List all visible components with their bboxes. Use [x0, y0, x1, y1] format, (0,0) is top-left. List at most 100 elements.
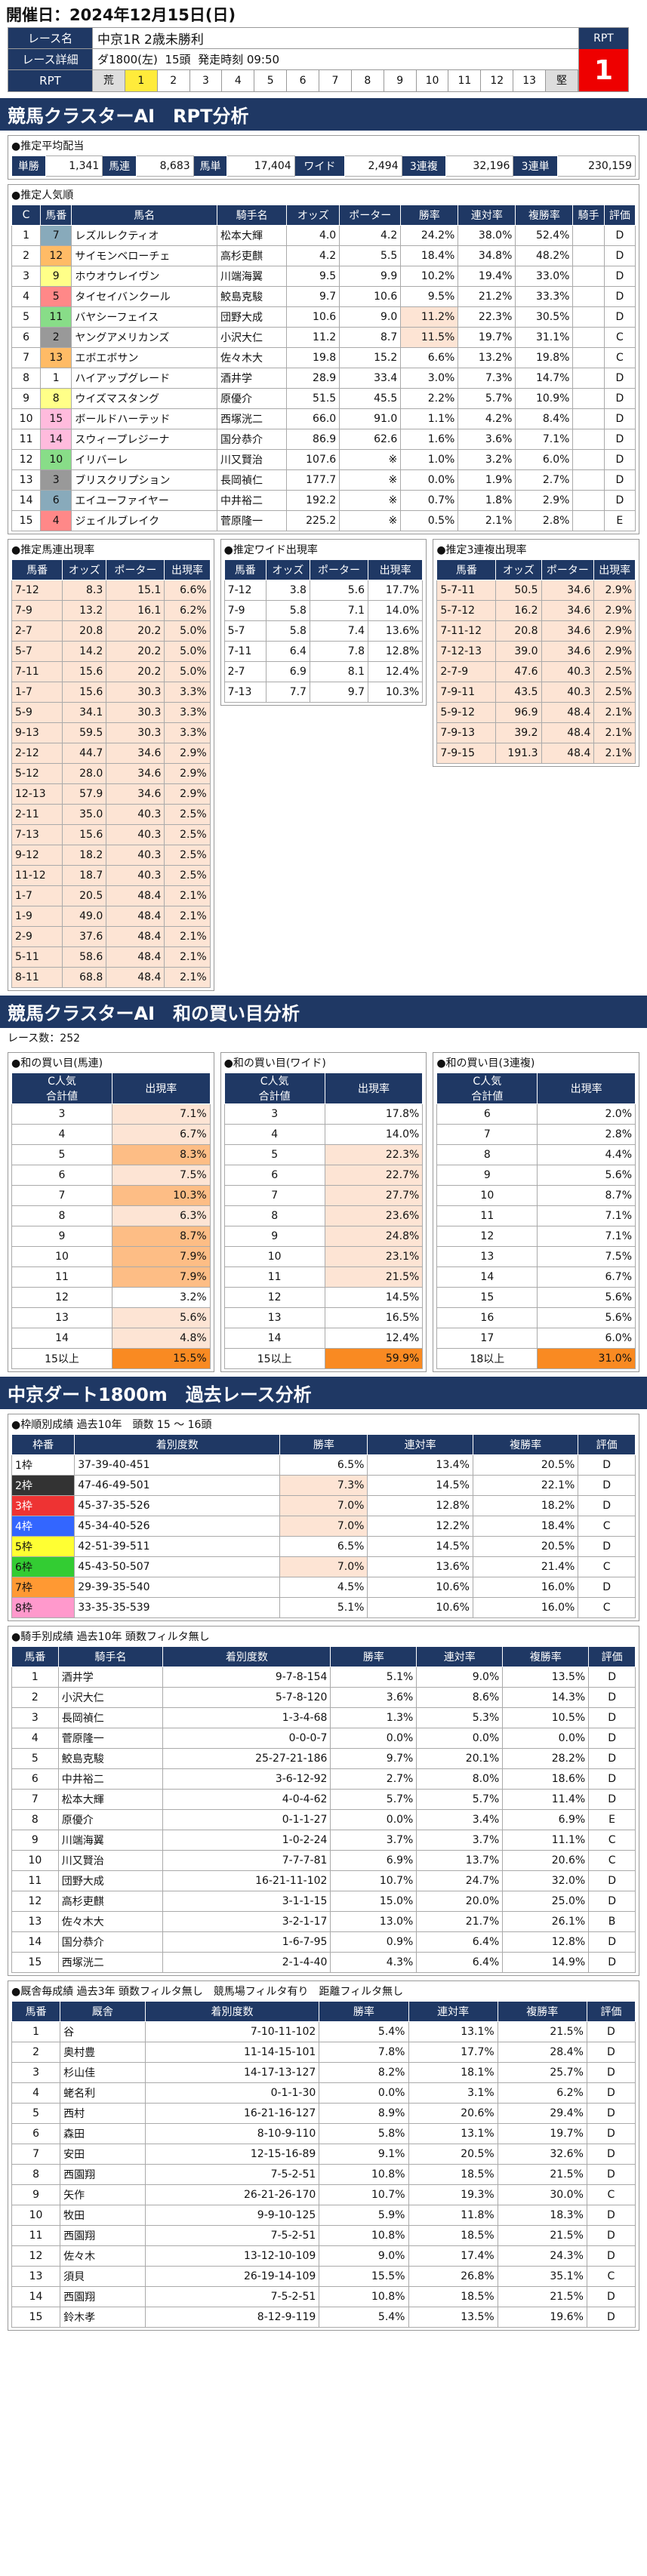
table-cell: 西園翔	[60, 2225, 146, 2246]
table-row: 8-11 68.8 48.4 2.1%	[11, 967, 211, 988]
table-cell: 8.1	[309, 661, 369, 682]
table-cell: 長岡禎仁	[216, 469, 288, 491]
table-row: 16 5.6%	[436, 1307, 636, 1328]
table-cell: 3.8	[265, 580, 310, 601]
table-row: 7-13 15.6 40.3 2.5%	[11, 824, 211, 845]
table-cell: 10	[223, 1246, 325, 1267]
table-row: 13 16.5%	[223, 1307, 424, 1328]
table-row: 12 3.2%	[11, 1287, 211, 1308]
table-header-row: C人気 合計値 出現率	[436, 1073, 636, 1104]
table-cell: 0-0-0-7	[162, 1728, 331, 1749]
table-cell: 9.5%	[400, 286, 459, 307]
table-cell: 38.0%	[458, 225, 516, 246]
table-cell: 9.9	[339, 266, 402, 287]
column-header: 着別度数	[74, 1434, 281, 1455]
table-cell: 杉山佳	[60, 2062, 146, 2083]
table-cell: 5.6%	[537, 1165, 636, 1186]
table-cell: 52.4%	[515, 225, 574, 246]
table-row: 5 11 バヤシーフェイス 団野大成 10.6 9.0 11.2% 22.3% 30.5% D	[11, 306, 636, 328]
table-cell: 7.1%	[537, 1226, 636, 1247]
table-cell: 15.6	[62, 824, 107, 845]
table-row: 7-11 6.4 7.8 12.8%	[223, 641, 424, 662]
table-cell: 13.7%	[416, 1850, 504, 1871]
table-row: 11-12 18.7 40.3 2.5%	[11, 865, 211, 886]
table-cell: C	[578, 1597, 636, 1618]
table-cell: 西村	[60, 2103, 146, 2124]
table-cell: 10	[11, 408, 42, 429]
table-row: 6 2.0%	[436, 1103, 636, 1125]
table-cell: 29-39-35-540	[74, 1577, 281, 1598]
table-cell: 11-12	[11, 865, 63, 886]
trio-panel: ●推定3連複出現率 馬番 オッズ ポーター 出現率 5-7-11 50.5 34.6 2.9% 5…	[433, 539, 640, 767]
table-cell: 6	[40, 490, 72, 511]
table-row: 7-9-11 43.5 40.3 2.5%	[436, 682, 636, 703]
table-cell: 7-13	[11, 824, 63, 845]
table-row: 9 24.8%	[223, 1226, 424, 1247]
table-cell: 18.1%	[408, 2062, 498, 2083]
event-date: 開催日：2024年12月15日(日)	[6, 6, 236, 24]
table-header-row: C人気 合計値 出現率	[11, 1073, 211, 1104]
table-cell: 3-2-1-17	[162, 1911, 331, 1932]
table-cell: 7.0%	[279, 1556, 368, 1577]
table-cell: 3枠	[11, 1495, 75, 1516]
column-header: 連対率	[367, 1434, 473, 1455]
table-cell: 9	[11, 1226, 112, 1247]
table-cell: 12.8%	[368, 641, 424, 662]
table-cell: 13	[11, 2266, 61, 2287]
table-cell	[572, 388, 605, 409]
rpt-scale-cell: 1	[125, 70, 158, 91]
table-cell: 10.2%	[400, 266, 459, 287]
table-cell: 5-9	[11, 702, 63, 723]
table-cell: 32.0%	[502, 1870, 590, 1891]
table-row: 7枠 29-39-35-540 4.5% 10.6% 16.0% D	[11, 1577, 636, 1598]
table-cell: 48.4	[106, 885, 165, 906]
race-start: 発走時刻 09:50	[198, 53, 280, 66]
race-name-label: レース名	[8, 27, 93, 49]
table-cell: 3.7%	[416, 1830, 504, 1851]
table-row: 3 17.8%	[223, 1103, 424, 1125]
table-cell: 7枠	[11, 1577, 75, 1598]
table-cell: 3.6%	[330, 1687, 417, 1708]
table-row: 9 矢作 26-21-26-170 10.7% 19.3% 30.0% C	[11, 2184, 636, 2205]
table-cell: 10.7%	[330, 1870, 417, 1891]
table-row: 10 牧田 9-9-10-125 5.9% 11.8% 18.3% D	[11, 2205, 636, 2226]
table-cell: 0.0%	[400, 469, 459, 491]
table-cell: 4.5%	[279, 1577, 368, 1598]
table-cell: 13-12-10-109	[144, 2245, 320, 2267]
table-cell: D	[588, 1789, 636, 1810]
table-cell: 西塚洸二	[57, 1952, 164, 1973]
table-cell: 7.8%	[319, 2042, 409, 2063]
table-cell: バヤシーフェイス	[71, 306, 217, 328]
race-course: ダ1800(左)	[97, 53, 158, 66]
table-cell: 中井裕二	[216, 490, 288, 511]
table-cell: 25-27-21-186	[162, 1748, 331, 1769]
table-header-row: 馬番 厩舎 着別度数 勝率 連対率 複勝率 評価	[11, 2001, 636, 2022]
table-cell: C	[603, 347, 636, 368]
table-cell: 18.7	[62, 865, 107, 886]
table-cell: 団野大成	[216, 306, 288, 328]
table-cell: 14.7%	[515, 368, 574, 389]
table-cell: 13.2%	[458, 347, 516, 368]
table-cell: D	[578, 1454, 636, 1476]
table-row: 1 酒井学 9-7-8-154 5.1% 9.0% 13.5% D	[11, 1667, 636, 1688]
table-cell: 48.4	[541, 722, 595, 743]
table-cell: 20.5%	[472, 1454, 579, 1476]
table-row: 15以上 15.5%	[11, 1348, 211, 1369]
table-cell: 10	[11, 1850, 59, 1871]
table-row: 5-7 5.8 7.4 13.6%	[223, 620, 424, 642]
table-row: 7 2.8%	[436, 1124, 636, 1145]
table-row: 7-9-13 39.2 48.4 2.1%	[436, 722, 636, 743]
table-cell: 8	[11, 2164, 61, 2185]
column-header: 評価	[603, 205, 636, 226]
column-header: 馬名	[71, 205, 217, 226]
table-cell: 10	[11, 2205, 61, 2226]
table-cell: 13.6%	[367, 1556, 473, 1577]
sum-trio-table: C人気 合計値 出現率 6 2.0% 7 2.8% 8 4.4% 9 5.6% 10 8.7% 11 7.1…	[436, 1073, 636, 1369]
table-cell: 19.8%	[515, 347, 574, 368]
table-cell: E	[603, 510, 636, 531]
column-header: C人気 合計値	[11, 1073, 112, 1104]
table-cell: 37-39-40-451	[74, 1454, 281, 1476]
table-row: 7-13 7.7 9.7 10.3%	[223, 682, 424, 703]
table-cell: 松本大輝	[216, 225, 288, 246]
table-cell: 7-12	[223, 580, 267, 601]
